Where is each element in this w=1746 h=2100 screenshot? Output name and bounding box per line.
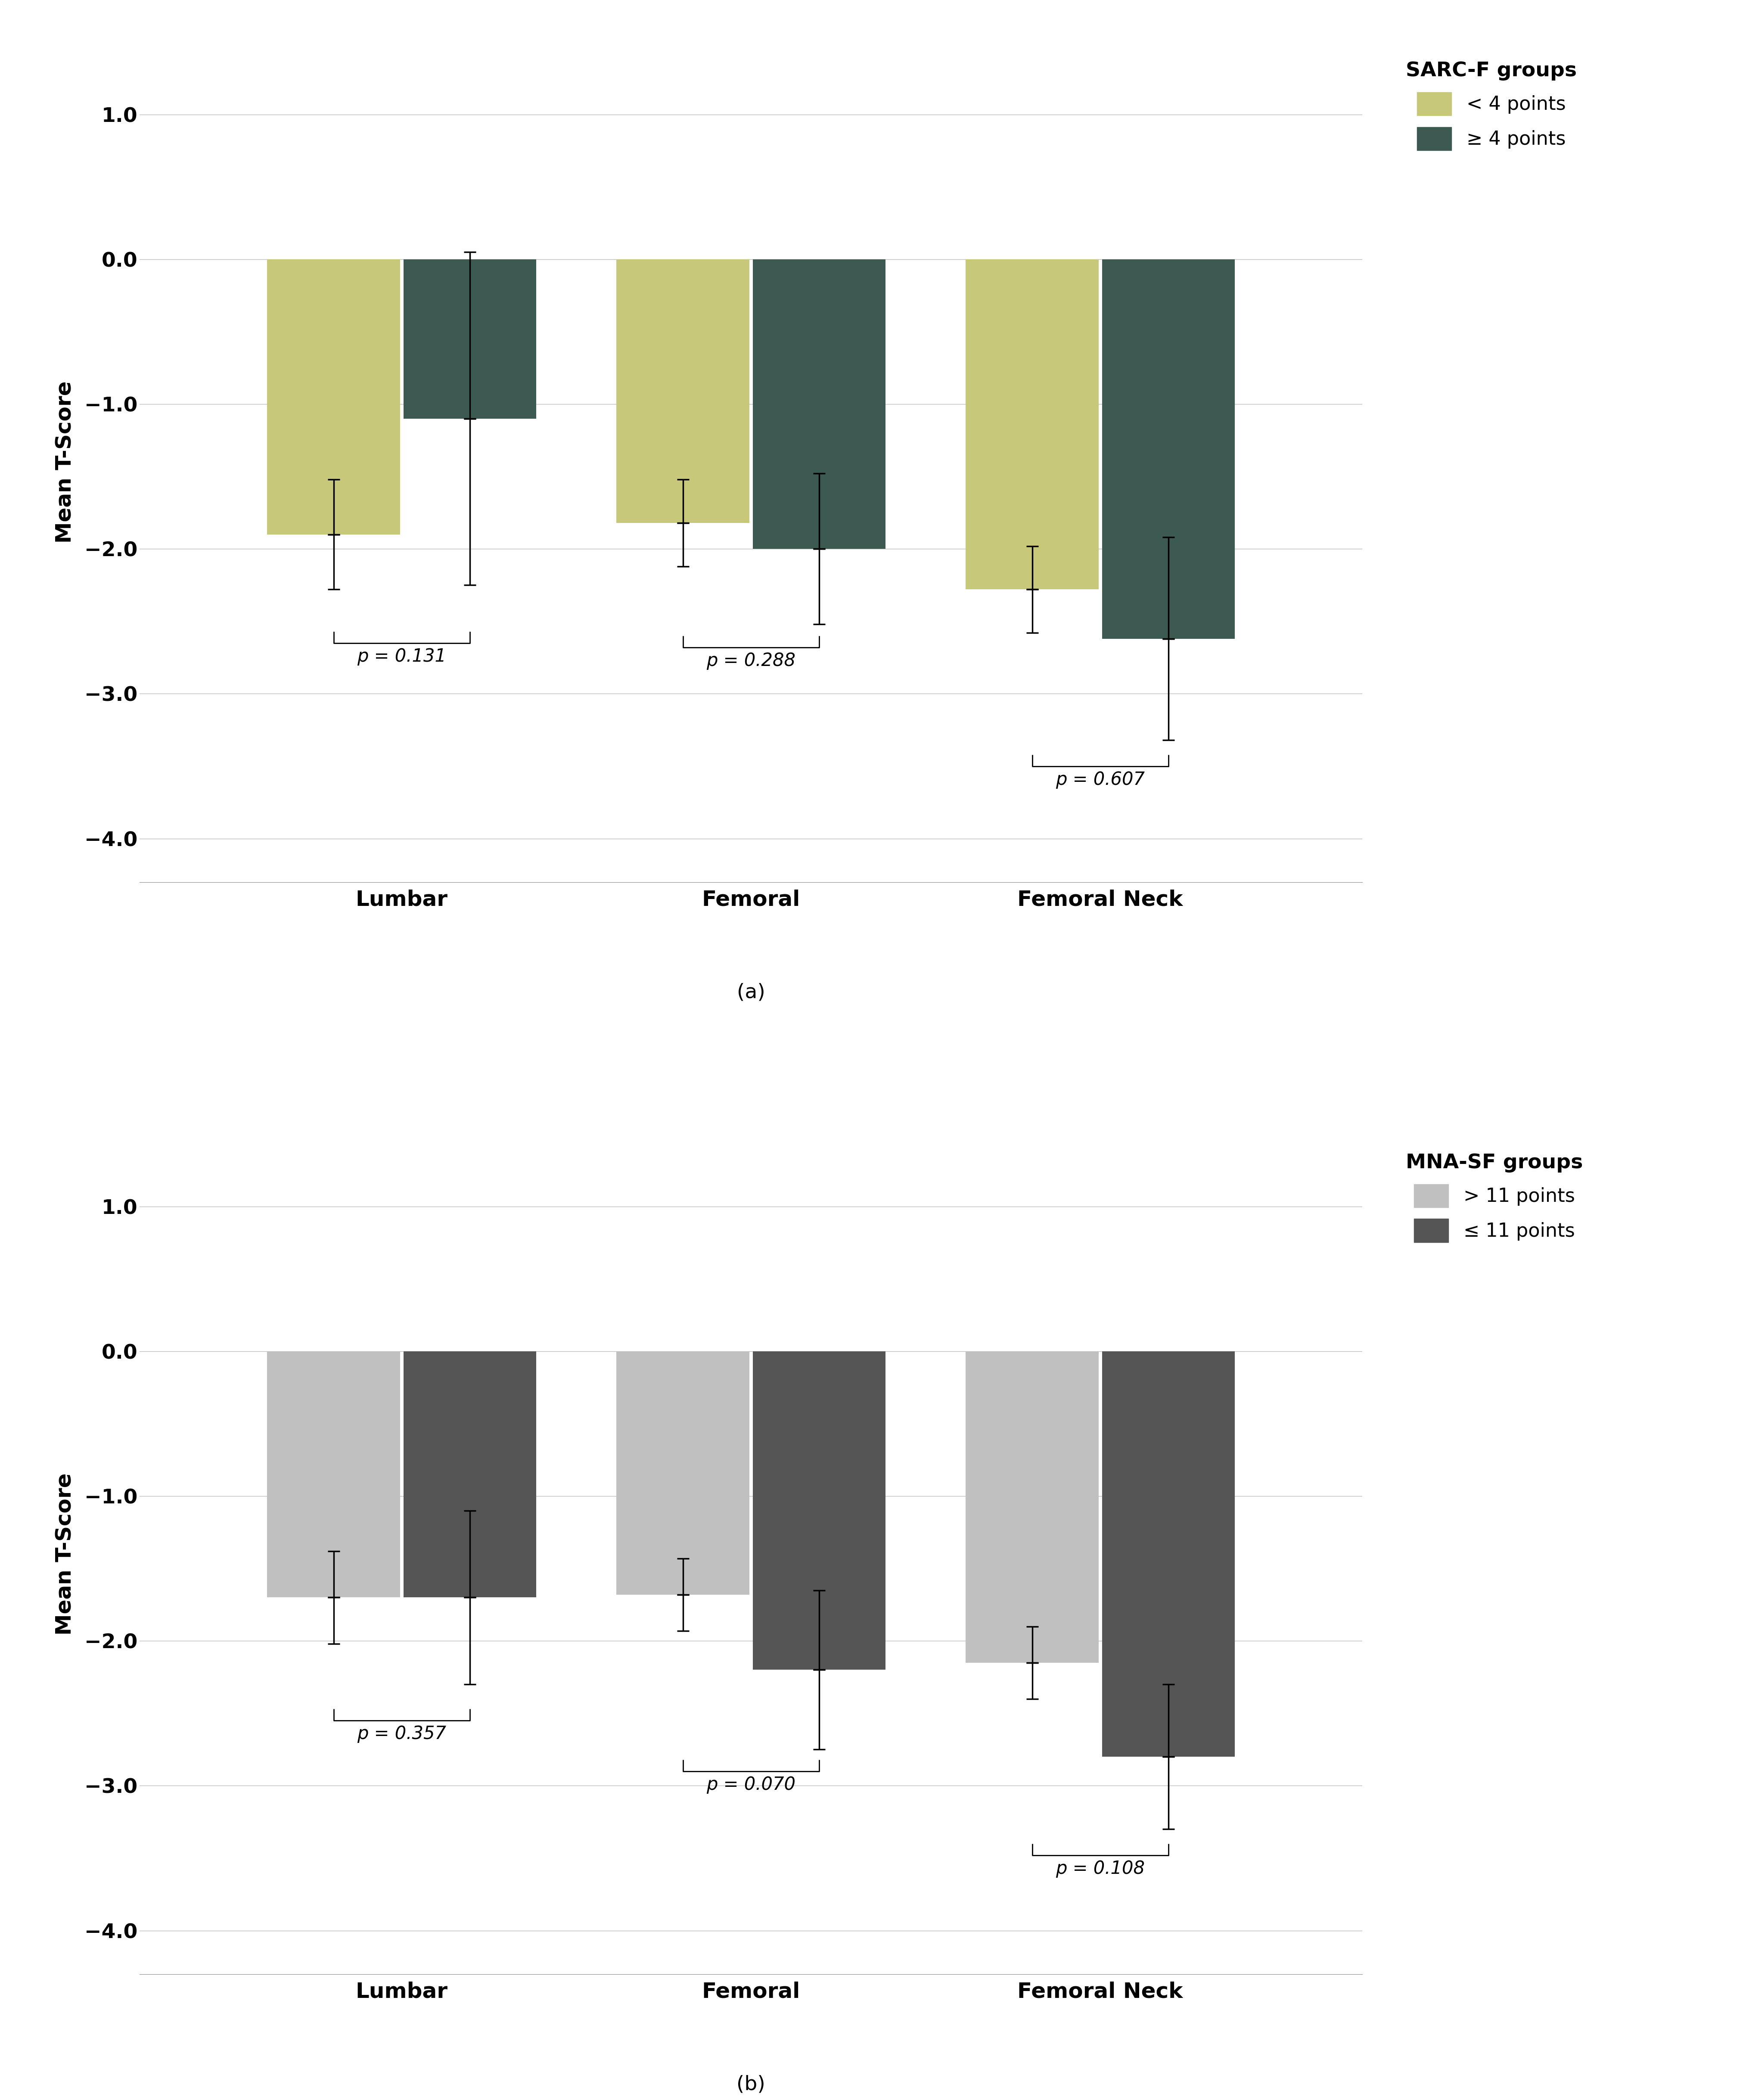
Bar: [966, 1350, 1098, 1663]
Bar: [966, 258, 1098, 590]
Bar: [1102, 1350, 1234, 1758]
Bar: [753, 1350, 885, 1670]
Text: p = 0.070: p = 0.070: [705, 1777, 796, 1793]
Legend: < 4 points, ≥ 4 points: < 4 points, ≥ 4 points: [1395, 52, 1585, 160]
Text: (b): (b): [737, 2075, 765, 2094]
Text: (a): (a): [737, 983, 765, 1002]
Legend: > 11 points, ≤ 11 points: > 11 points, ≤ 11 points: [1395, 1144, 1592, 1252]
Bar: [267, 258, 400, 533]
Text: p = 0.357: p = 0.357: [356, 1724, 447, 1743]
Bar: [753, 258, 885, 548]
Text: p = 0.607: p = 0.607: [1055, 771, 1145, 790]
Bar: [267, 1350, 400, 1598]
Y-axis label: Mean T-Score: Mean T-Score: [54, 380, 75, 544]
Text: p = 0.108: p = 0.108: [1055, 1861, 1145, 1877]
Text: p = 0.131: p = 0.131: [356, 647, 447, 666]
Bar: [616, 258, 749, 523]
Bar: [403, 258, 536, 418]
Y-axis label: Mean T-Score: Mean T-Score: [54, 1472, 75, 1636]
Bar: [1102, 258, 1234, 638]
Bar: [616, 1350, 749, 1594]
Bar: [403, 1350, 536, 1598]
Text: p = 0.288: p = 0.288: [705, 651, 796, 670]
